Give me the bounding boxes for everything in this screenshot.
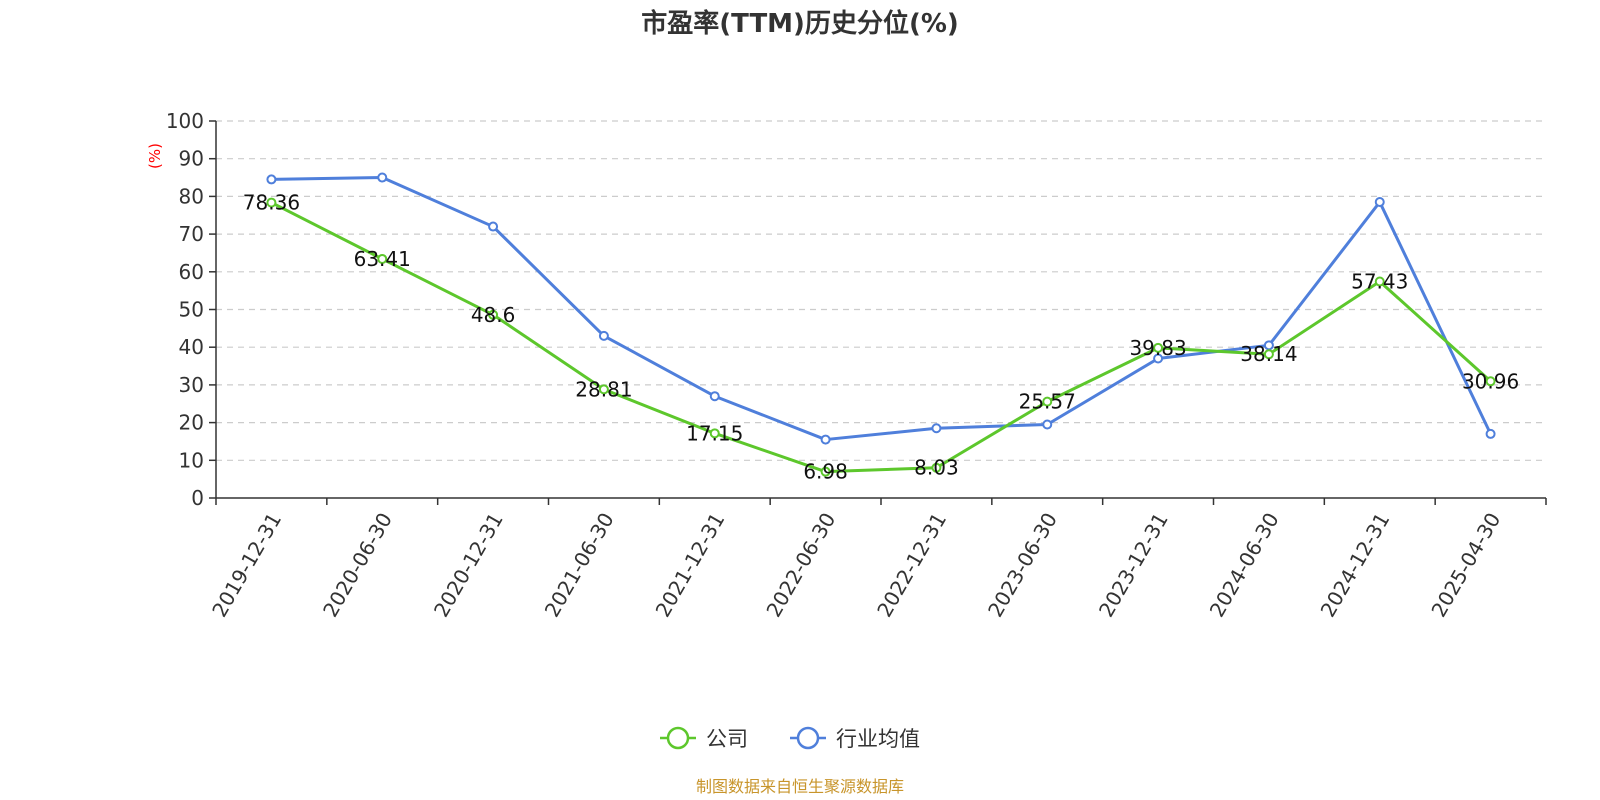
x-tick-label: 2023-06-30 <box>983 509 1062 622</box>
data-point[interactable] <box>709 391 720 402</box>
data-point[interactable] <box>1374 276 1385 287</box>
legend[interactable]: 公司 行业均值 <box>660 726 920 751</box>
data-label: 8.03 <box>914 456 959 480</box>
data-point[interactable] <box>709 428 720 439</box>
data-label: 28.81 <box>575 377 632 401</box>
data-point[interactable] <box>377 253 388 264</box>
legend-item-0[interactable]: 公司 <box>660 726 748 751</box>
data-labels: 78.36 63.41 48.6 28.81 17.15 6.98 8.03 25.57 39.… <box>243 191 1519 484</box>
legend-item-1[interactable]: 行业均值 <box>790 726 920 751</box>
data-point[interactable] <box>377 172 388 183</box>
data-label: 78.36 <box>243 191 300 215</box>
y-tick-labels: 0 10 20 30 40 50 60 70 80 90 100 <box>166 109 216 510</box>
data-point[interactable] <box>598 384 609 395</box>
data-label: 48.6 <box>471 303 516 327</box>
x-tick-label: 2019-12-31 <box>207 509 286 622</box>
data-point[interactable] <box>266 197 277 208</box>
legend-marker <box>796 726 820 750</box>
data-point[interactable] <box>1263 349 1274 360</box>
data-point[interactable] <box>1042 419 1053 430</box>
x-tick-label: 2023-12-31 <box>1094 509 1173 622</box>
data-label: 25.57 <box>1019 390 1076 414</box>
data-point[interactable] <box>488 221 499 232</box>
data-point[interactable] <box>820 466 831 477</box>
data-point[interactable] <box>488 309 499 320</box>
data-point[interactable] <box>266 174 277 185</box>
x-tick-label: 2024-12-31 <box>1316 509 1395 622</box>
x-tick-label: 2022-12-31 <box>872 509 951 622</box>
data-point[interactable] <box>931 423 942 434</box>
y-tick-label: 80 <box>179 184 204 208</box>
y-tick-label: 100 <box>166 109 204 133</box>
data-point[interactable] <box>598 330 609 341</box>
y-tick-label: 0 <box>191 486 204 510</box>
data-label: 38.14 <box>1240 342 1297 366</box>
data-label: 17.15 <box>686 421 743 445</box>
data-label: 63.41 <box>354 247 411 271</box>
data-point[interactable] <box>1042 396 1053 407</box>
x-tick-labels: 2019-12-31 2020-06-30 2020-12-31 2021-06-30… <box>207 498 1547 622</box>
y-tick-label: 50 <box>179 298 204 322</box>
series-line-1 <box>269 176 1493 442</box>
x-tick-label: 2022-06-30 <box>761 509 840 622</box>
legend-marker <box>666 726 690 750</box>
data-label: 30.96 <box>1462 369 1519 393</box>
series-lines <box>266 172 1496 477</box>
y-tick-label: 20 <box>179 411 204 435</box>
y-tick-label: 40 <box>179 335 204 359</box>
data-point[interactable] <box>820 434 831 445</box>
x-tick-label: 2021-06-30 <box>540 509 619 622</box>
data-point[interactable] <box>931 462 942 473</box>
legend-label: 行业均值 <box>836 727 920 751</box>
data-label: 6.98 <box>803 460 848 484</box>
data-point[interactable] <box>1153 353 1164 364</box>
x-tick-label: 2020-12-31 <box>429 509 508 622</box>
y-tick-label: 60 <box>179 260 204 284</box>
data-point[interactable] <box>1485 376 1496 387</box>
y-tick-label: 70 <box>179 222 204 246</box>
x-tick-label: 2021-12-31 <box>651 509 730 622</box>
x-tick-label: 2024-06-30 <box>1205 509 1284 622</box>
y-tick-label: 90 <box>179 147 204 171</box>
data-label: 39.83 <box>1129 336 1186 360</box>
x-tick-label: 2025-04-30 <box>1426 509 1505 622</box>
y-axis-label: (%) <box>146 143 164 169</box>
chart-title: 市盈率(TTM)历史分位(%) <box>641 8 959 39</box>
source-note: 制图数据来自恒生聚源数据库 <box>696 777 904 796</box>
x-tick-label: 2020-06-30 <box>318 509 397 622</box>
data-point[interactable] <box>1153 342 1164 353</box>
legend-label: 公司 <box>706 727 748 751</box>
grid-lines <box>216 120 1546 461</box>
y-tick-label: 10 <box>179 448 204 472</box>
data-label: 57.43 <box>1351 269 1408 293</box>
data-point[interactable] <box>1374 197 1385 208</box>
y-tick-label: 30 <box>179 373 204 397</box>
data-point[interactable] <box>1485 428 1496 439</box>
series-line-0 <box>269 201 1493 474</box>
